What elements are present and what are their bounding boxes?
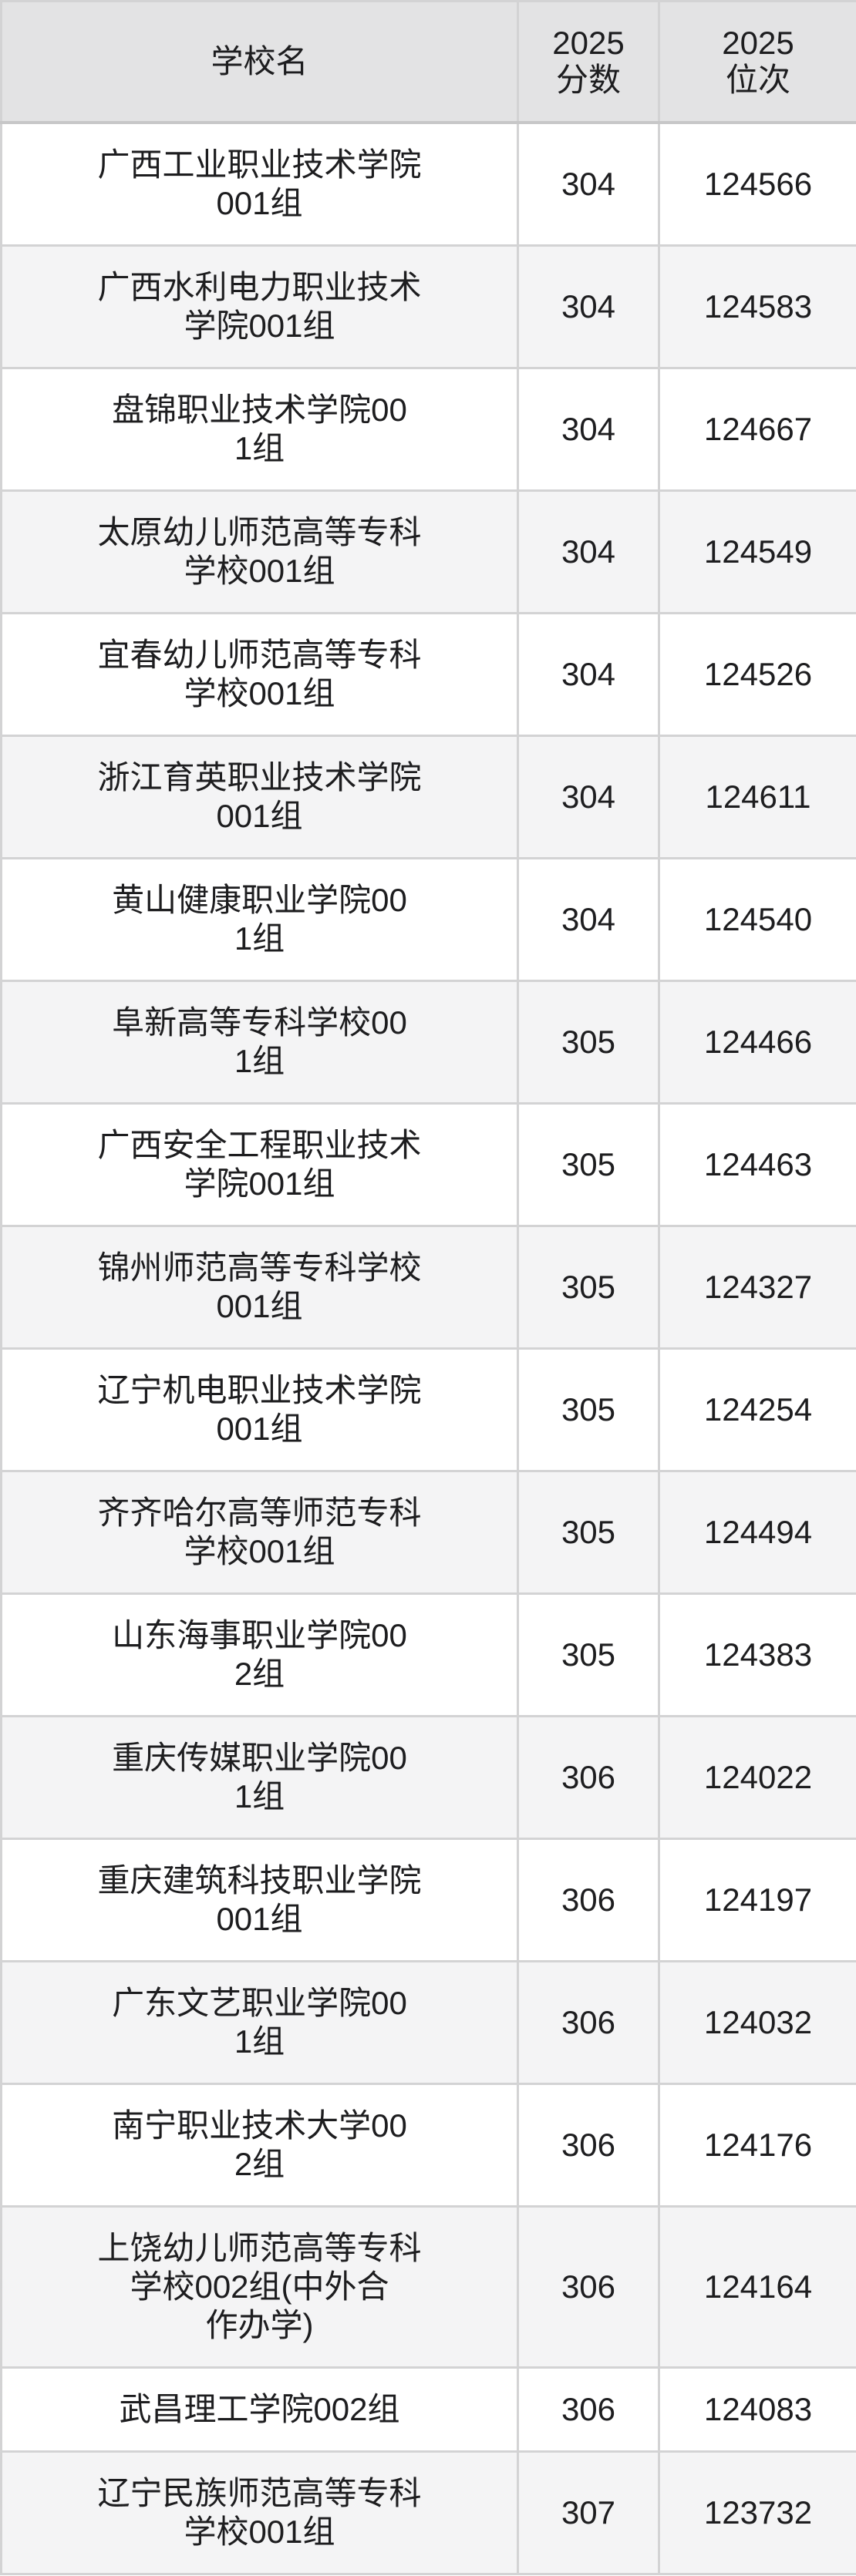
table-row: 黄山健康职业学院00 1组 304 124540: [0, 856, 856, 982]
school-cell: 黄山健康职业学院00 1组: [0, 856, 519, 982]
school-cell: 山东海事职业学院00 2组: [0, 1592, 519, 1717]
rank-cell: 124383: [658, 1592, 856, 1717]
rank-cell: 124526: [658, 611, 856, 737]
school-cell: 齐齐哈尔高等师范专科 学校001组: [0, 1469, 519, 1595]
table-row: 盘锦职业技术学院00 1组 304 124667: [0, 366, 856, 492]
table-header: 学校名 2025 分数 2025 位次: [0, 0, 856, 124]
table-row: 山东海事职业学院00 2组 305 124383: [0, 1592, 856, 1717]
school-cell: 太原幼儿师范高等专科 学校001组: [0, 489, 519, 614]
score-cell: 306: [517, 2366, 660, 2453]
school-cell: 辽宁机电职业技术学院 001组: [0, 1347, 519, 1472]
score-cell: 305: [517, 1101, 660, 1227]
table-row: 武昌理工学院002组 306 124083: [0, 2366, 856, 2453]
score-cell: 305: [517, 979, 660, 1105]
rank-cell: 124254: [658, 1347, 856, 1472]
header-2025-rank: 2025 位次: [658, 0, 856, 124]
rank-cell: 124494: [658, 1469, 856, 1595]
school-cell: 阜新高等专科学校00 1组: [0, 979, 519, 1105]
rank-cell: 124466: [658, 979, 856, 1105]
rank-cell: 124327: [658, 1224, 856, 1350]
school-cell: 浙江育英职业技术学院 001组: [0, 734, 519, 859]
score-cell: 304: [517, 856, 660, 982]
table-row: 辽宁机电职业技术学院 001组 305 124254: [0, 1347, 856, 1472]
rank-cell: 124176: [658, 2082, 856, 2208]
score-cell: 304: [517, 611, 660, 737]
header-2025-score: 2025 分数: [517, 0, 660, 124]
rank-cell: 124022: [658, 1714, 856, 1840]
table-row: 广西工业职业技术学院 001组 304 124566: [0, 121, 856, 247]
school-cell: 广西安全工程职业技术 学院001组: [0, 1101, 519, 1227]
score-cell: 304: [517, 121, 660, 247]
school-cell: 宜春幼儿师范高等专科 学校001组: [0, 611, 519, 737]
table-row: 齐齐哈尔高等师范专科 学校001组 305 124494: [0, 1469, 856, 1595]
table-row: 辽宁民族师范高等专科 学校001组 307 123732: [0, 2450, 856, 2575]
table-row: 广东文艺职业学院00 1组 306 124032: [0, 1959, 856, 2085]
school-cell: 武昌理工学院002组: [0, 2366, 519, 2453]
table-body: 广西工业职业技术学院 001组 304 124566 广西水利电力职业技术 学院…: [0, 121, 856, 2575]
table-row: 广西安全工程职业技术 学院001组 305 124463: [0, 1101, 856, 1227]
rank-cell: 124463: [658, 1101, 856, 1227]
rank-cell: 124197: [658, 1837, 856, 1962]
rank-cell: 124540: [658, 856, 856, 982]
score-cell: 304: [517, 734, 660, 859]
school-cell: 上饶幼儿师范高等专科 学校002组(中外合 作办学): [0, 2204, 519, 2369]
table-row: 重庆传媒职业学院00 1组 306 124022: [0, 1714, 856, 1840]
school-cell: 南宁职业技术大学00 2组: [0, 2082, 519, 2208]
header-row: 学校名 2025 分数 2025 位次: [0, 0, 856, 124]
score-cell: 305: [517, 1224, 660, 1350]
school-cell: 重庆建筑科技职业学院 001组: [0, 1837, 519, 1962]
rank-cell: 124083: [658, 2366, 856, 2453]
score-cell: 306: [517, 1959, 660, 2085]
school-cell: 盘锦职业技术学院00 1组: [0, 366, 519, 492]
table-row: 阜新高等专科学校00 1组 305 124466: [0, 979, 856, 1105]
school-cell: 重庆传媒职业学院00 1组: [0, 1714, 519, 1840]
school-cell: 广东文艺职业学院00 1组: [0, 1959, 519, 2085]
rank-cell: 124667: [658, 366, 856, 492]
header-school-name: 学校名: [0, 0, 519, 124]
rank-cell: 124164: [658, 2204, 856, 2369]
score-cell: 306: [517, 2082, 660, 2208]
table-row: 南宁职业技术大学00 2组 306 124176: [0, 2082, 856, 2208]
table-row: 太原幼儿师范高等专科 学校001组 304 124549: [0, 489, 856, 614]
school-cell: 广西水利电力职业技术 学院001组: [0, 244, 519, 369]
score-cell: 306: [517, 2204, 660, 2369]
rank-cell: 124549: [658, 489, 856, 614]
table-row: 锦州师范高等专科学校 001组 305 124327: [0, 1224, 856, 1350]
score-cell: 304: [517, 489, 660, 614]
table-row: 重庆建筑科技职业学院 001组 306 124197: [0, 1837, 856, 1962]
rank-cell: 124566: [658, 121, 856, 247]
score-cell: 306: [517, 1837, 660, 1962]
score-cell: 305: [517, 1592, 660, 1717]
rank-cell: 123732: [658, 2450, 856, 2575]
score-cell: 304: [517, 366, 660, 492]
school-cell: 广西工业职业技术学院 001组: [0, 121, 519, 247]
rank-cell: 124032: [658, 1959, 856, 2085]
score-cell: 307: [517, 2450, 660, 2575]
score-cell: 305: [517, 1469, 660, 1595]
table-row: 广西水利电力职业技术 学院001组 304 124583: [0, 244, 856, 369]
table-row: 上饶幼儿师范高等专科 学校002组(中外合 作办学) 306 124164: [0, 2204, 856, 2369]
school-cell: 锦州师范高等专科学校 001组: [0, 1224, 519, 1350]
score-cell: 305: [517, 1347, 660, 1472]
score-cell: 304: [517, 244, 660, 369]
score-cell: 306: [517, 1714, 660, 1840]
rank-cell: 124611: [658, 734, 856, 859]
table-row: 宜春幼儿师范高等专科 学校001组 304 124526: [0, 611, 856, 737]
rank-cell: 124583: [658, 244, 856, 369]
table-row: 浙江育英职业技术学院 001组 304 124611: [0, 734, 856, 859]
school-cell: 辽宁民族师范高等专科 学校001组: [0, 2450, 519, 2575]
